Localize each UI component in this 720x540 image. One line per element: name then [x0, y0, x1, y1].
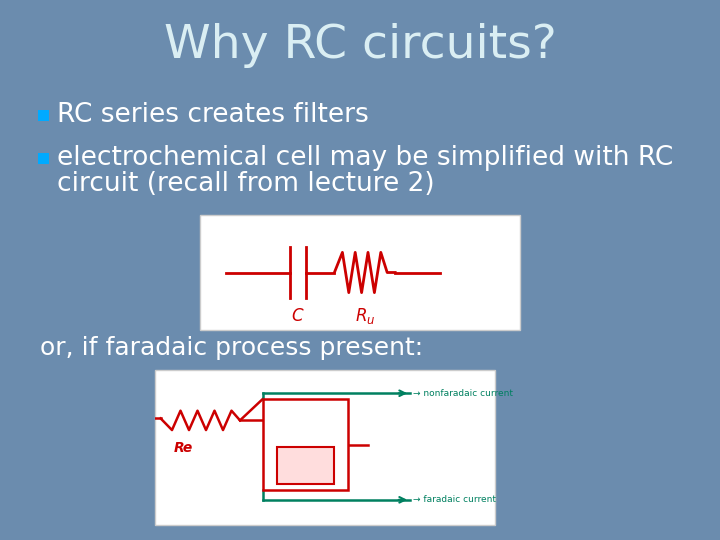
Bar	[38, 152, 49, 164]
Text: R$_u$: R$_u$	[354, 306, 375, 326]
Bar	[276, 447, 333, 484]
Bar	[155, 370, 495, 525]
Text: Re: Re	[174, 441, 193, 455]
Bar	[263, 399, 348, 490]
Text: C: C	[292, 307, 303, 325]
Bar	[38, 110, 49, 120]
Bar	[200, 215, 520, 330]
Text: Why RC circuits?: Why RC circuits?	[163, 23, 557, 68]
Text: RC series creates filters: RC series creates filters	[57, 102, 369, 128]
Text: circuit (recall from lecture 2): circuit (recall from lecture 2)	[57, 171, 435, 197]
Text: Z$_f$: Z$_f$	[298, 458, 312, 473]
Text: electrochemical cell may be simplified with RC: electrochemical cell may be simplified w…	[57, 145, 673, 171]
Text: or, if faradaic process present:: or, if faradaic process present:	[40, 336, 423, 360]
Text: → faradaic current: → faradaic current	[413, 495, 496, 504]
Text: → nonfaradaic current: → nonfaradaic current	[413, 389, 513, 398]
